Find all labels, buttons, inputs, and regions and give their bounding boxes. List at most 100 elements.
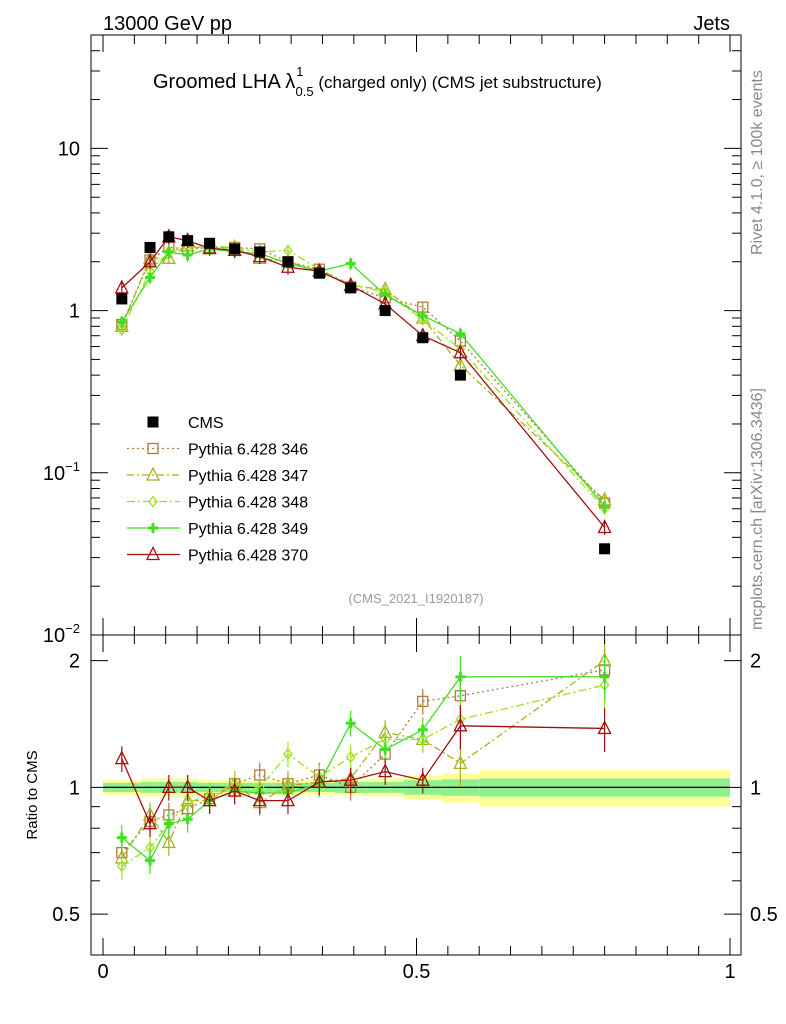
- ratio-point-s349: [345, 718, 356, 729]
- ratio-point-s370: [142, 815, 158, 830]
- y-tick-label: 1: [69, 301, 80, 323]
- title-sub: 0.5: [296, 84, 314, 99]
- ratio-point-s370: [343, 771, 358, 786]
- legend-marker-s346: [147, 442, 159, 455]
- ratio-line-s348: [121, 684, 605, 867]
- legend-label-s370: Pythia 6.428 370: [188, 548, 308, 565]
- legend-marker-s348: [148, 495, 158, 508]
- point-cms: [163, 231, 175, 243]
- legend-marker-s370: [145, 546, 161, 561]
- ratio-point-s349: [163, 818, 174, 829]
- point-s349: [599, 501, 610, 512]
- point-s349: [455, 328, 466, 339]
- ratio-point-s349: [182, 814, 193, 825]
- legend-label-s347: Pythia 6.428 347: [188, 468, 308, 485]
- y-tick-label: 10−1: [43, 459, 80, 485]
- ratio-line-s347: [121, 660, 605, 859]
- y-tick-base: 10: [58, 138, 80, 160]
- ratio-point-s370: [227, 782, 242, 797]
- ratio-point-s347: [453, 754, 468, 770]
- ratio-point-s349: [455, 671, 466, 682]
- point-cms: [254, 246, 266, 258]
- y-tick-label: 10: [58, 138, 80, 160]
- legend-label-cms: CMS: [188, 415, 224, 432]
- ratio-point-s370: [202, 792, 217, 807]
- main-data: [114, 228, 612, 555]
- header-energy: 13000 GeV pp: [103, 13, 232, 35]
- main-frame: [90, 34, 742, 636]
- ratio-point-s370: [252, 792, 267, 807]
- title-sup: 1: [296, 64, 303, 79]
- x-tick-label: 0: [97, 961, 108, 983]
- point-s349: [163, 246, 174, 257]
- legend-label-s348: Pythia 6.428 348: [188, 495, 308, 512]
- ratio-y-tick-label: 1: [69, 777, 80, 799]
- legend-label-s349: Pythia 6.428 349: [188, 521, 308, 538]
- ratio-point-s348: [345, 751, 356, 764]
- ratio-panel: 2 2 1 1 0.5 0.5 Ratio to CMS: [24, 634, 778, 956]
- ratio-data: [114, 639, 612, 880]
- point-s349: [145, 272, 156, 283]
- title-main: Groomed LHA λ: [153, 71, 295, 93]
- point-cms: [144, 241, 156, 253]
- ratio-point-s347: [161, 834, 176, 849]
- point-s348: [417, 313, 428, 326]
- series-line-s346: [121, 246, 606, 504]
- ratio-y-tick-label-right: 1: [750, 777, 761, 799]
- ratio-line-s346: [121, 669, 605, 854]
- ratio-point-s349: [116, 832, 127, 843]
- point-s370: [453, 344, 468, 359]
- ratio-point-s370: [161, 778, 176, 794]
- ratio-point-s370: [312, 773, 327, 788]
- point-cms: [229, 243, 241, 255]
- ratio-point-s348: [283, 747, 293, 761]
- legend-marker-s349: [148, 523, 158, 533]
- ratio-point-s349: [599, 671, 610, 682]
- x-tick-label: 1: [724, 961, 735, 983]
- title-rest: (charged only) (CMS jet substructure): [314, 73, 602, 92]
- legend-marker-cms: [147, 416, 159, 428]
- legend-label-s346: Pythia 6.428 346: [188, 442, 308, 459]
- point-s370: [142, 253, 158, 268]
- point-cms: [282, 256, 294, 268]
- rivet-label: Rivet 4.1.0, ≥ 100k events: [749, 70, 766, 255]
- point-s370: [597, 519, 612, 534]
- ratio-point-s349: [380, 744, 391, 755]
- point-cms: [599, 543, 611, 555]
- point-cms: [204, 237, 216, 249]
- y-tick-label: 10−2: [43, 621, 80, 647]
- point-cms: [345, 282, 357, 294]
- x-ticks: 0 0.5 1: [97, 35, 736, 983]
- point-s370: [114, 279, 129, 294]
- point-s349: [116, 317, 127, 328]
- point-cms: [379, 305, 391, 317]
- y-tick-base: 1: [69, 301, 80, 323]
- ratio-point-s349: [417, 724, 428, 735]
- ratio-line-s349: [121, 676, 605, 862]
- legend-marker-s347: [145, 466, 161, 481]
- legend: CMS Pythia 6.428 346 Pythia 6.428 347 Pythi…: [127, 415, 308, 565]
- point-cms: [417, 332, 429, 344]
- ratio-y-tick-label: 2: [69, 651, 80, 673]
- point-s349: [345, 258, 356, 269]
- x-tick-label: 0.5: [403, 961, 431, 983]
- point-s349: [417, 310, 428, 321]
- point-s348: [283, 244, 293, 257]
- ratio-y-axis-label: Ratio to CMS: [24, 750, 41, 839]
- header-category: Jets: [693, 13, 730, 35]
- analysis-tag: (CMS_2021_I1920187): [348, 591, 483, 606]
- ratio-point-s370: [415, 771, 430, 786]
- y-tick-base: 10: [43, 625, 65, 647]
- point-cms: [182, 235, 194, 247]
- ratio-ticks: 2 2 1 1 0.5 0.5: [52, 651, 778, 927]
- point-cms: [116, 293, 128, 305]
- point-s349: [182, 250, 193, 261]
- ratio-y-tick-label-right: 0.5: [750, 904, 778, 926]
- ratio-point-s370: [114, 750, 129, 765]
- ratio-point-s370: [597, 719, 612, 735]
- series-line-s348: [121, 245, 606, 510]
- ratio-point-s370: [180, 778, 195, 794]
- main-ticks: 10 1 10−1 10−2: [43, 34, 741, 647]
